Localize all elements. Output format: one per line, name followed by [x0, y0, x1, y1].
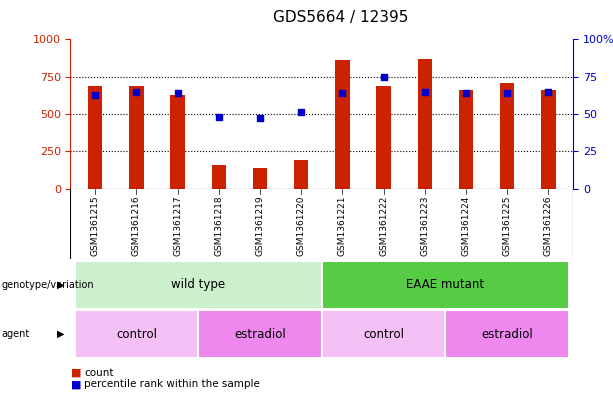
Point	[214, 114, 224, 120]
Text: GSM1361226: GSM1361226	[544, 195, 553, 256]
Text: GSM1361217: GSM1361217	[173, 195, 182, 256]
Bar	[446, 310, 569, 358]
Bar	[211, 165, 226, 189]
Text: ■: ■	[70, 379, 81, 389]
Text: GDS5664 / 12395: GDS5664 / 12395	[273, 10, 408, 25]
Point	[379, 73, 389, 80]
Text: GSM1361222: GSM1361222	[379, 195, 388, 256]
Point	[502, 90, 512, 96]
Text: ▶: ▶	[57, 280, 64, 290]
Text: GSM1361220: GSM1361220	[297, 195, 306, 256]
Text: ▶: ▶	[57, 329, 64, 339]
Text: GSM1361221: GSM1361221	[338, 195, 347, 256]
Bar	[129, 86, 143, 189]
Text: percentile rank within the sample: percentile rank within the sample	[84, 379, 260, 389]
Bar	[88, 86, 102, 189]
Bar	[417, 59, 432, 189]
Point	[173, 90, 183, 96]
Bar	[335, 60, 349, 189]
Text: wild type: wild type	[171, 278, 226, 292]
Text: EAAE mutant: EAAE mutant	[406, 278, 484, 292]
Bar	[198, 310, 322, 358]
Point	[132, 88, 142, 95]
Text: GSM1361218: GSM1361218	[215, 195, 223, 256]
Text: GSM1361216: GSM1361216	[132, 195, 141, 256]
Text: GSM1361224: GSM1361224	[462, 195, 471, 256]
Bar	[75, 310, 198, 358]
Bar	[170, 95, 185, 189]
Point	[461, 90, 471, 96]
Bar	[322, 261, 569, 309]
Text: control: control	[116, 327, 157, 341]
Text: estradiol: estradiol	[234, 327, 286, 341]
Point	[255, 115, 265, 121]
Text: genotype/variation: genotype/variation	[1, 280, 94, 290]
Bar	[376, 86, 391, 189]
Bar	[253, 168, 267, 189]
Bar	[322, 310, 446, 358]
Text: GSM1361219: GSM1361219	[256, 195, 265, 256]
Text: ■: ■	[70, 367, 81, 378]
Text: GSM1361223: GSM1361223	[421, 195, 429, 256]
Text: GSM1361215: GSM1361215	[91, 195, 100, 256]
Bar	[459, 90, 473, 189]
Bar	[294, 160, 308, 189]
Bar	[75, 261, 322, 309]
Point	[296, 109, 306, 116]
Bar	[541, 90, 555, 189]
Point	[420, 88, 430, 95]
Text: count: count	[84, 367, 113, 378]
Text: agent: agent	[1, 329, 29, 339]
Text: estradiol: estradiol	[481, 327, 533, 341]
Point	[90, 92, 100, 98]
Text: control: control	[363, 327, 404, 341]
Point	[544, 88, 554, 95]
Text: GSM1361225: GSM1361225	[503, 195, 512, 256]
Point	[338, 90, 348, 96]
Bar	[500, 83, 514, 189]
